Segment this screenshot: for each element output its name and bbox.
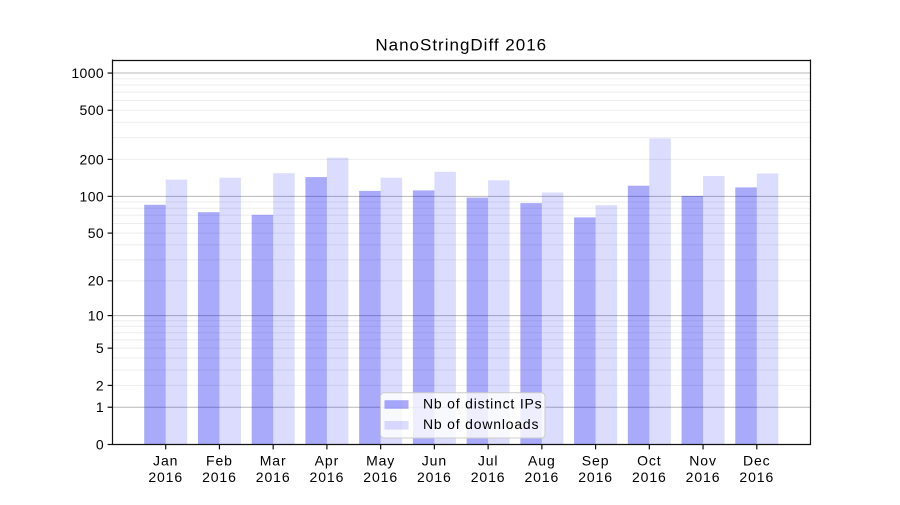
svg-text:5: 5 (96, 340, 104, 356)
svg-text:20: 20 (88, 273, 104, 289)
svg-text:0: 0 (96, 436, 104, 452)
svg-text:Dec: Dec (743, 453, 771, 469)
svg-text:2016: 2016 (524, 469, 559, 485)
svg-text:2016: 2016 (632, 469, 667, 485)
svg-text:Oct: Oct (637, 453, 661, 469)
svg-text:2016: 2016 (148, 469, 183, 485)
svg-text:Jul: Jul (478, 453, 499, 469)
svg-text:2016: 2016 (202, 469, 237, 485)
svg-text:2016: 2016 (417, 469, 452, 485)
svg-text:100: 100 (80, 188, 105, 204)
svg-text:2016: 2016 (739, 469, 774, 485)
svg-text:Jun: Jun (422, 453, 447, 469)
svg-text:Nb of distinct IPs: Nb of distinct IPs (423, 395, 542, 411)
svg-text:Feb: Feb (206, 453, 233, 469)
svg-text:1000: 1000 (71, 65, 104, 81)
svg-text:50: 50 (88, 225, 104, 241)
svg-text:Jan: Jan (153, 453, 178, 469)
svg-text:Apr: Apr (315, 453, 340, 469)
svg-text:2016: 2016 (578, 469, 613, 485)
svg-text:2016: 2016 (310, 469, 345, 485)
svg-text:Sep: Sep (582, 453, 610, 469)
svg-text:2016: 2016 (471, 469, 506, 485)
svg-text:2016: 2016 (686, 469, 721, 485)
svg-text:May: May (366, 453, 395, 469)
svg-text:2016: 2016 (256, 469, 291, 485)
svg-text:1: 1 (96, 399, 104, 415)
svg-text:2016: 2016 (363, 469, 398, 485)
svg-text:2: 2 (96, 377, 104, 393)
svg-text:Nov: Nov (689, 453, 717, 469)
svg-text:500: 500 (80, 102, 105, 118)
svg-text:10: 10 (88, 307, 104, 323)
svg-text:200: 200 (80, 151, 105, 167)
svg-text:Mar: Mar (260, 453, 287, 469)
svg-text:NanoStringDiff 2016: NanoStringDiff 2016 (375, 35, 547, 54)
svg-text:Aug: Aug (528, 453, 556, 469)
svg-text:Nb of downloads: Nb of downloads (423, 416, 539, 432)
